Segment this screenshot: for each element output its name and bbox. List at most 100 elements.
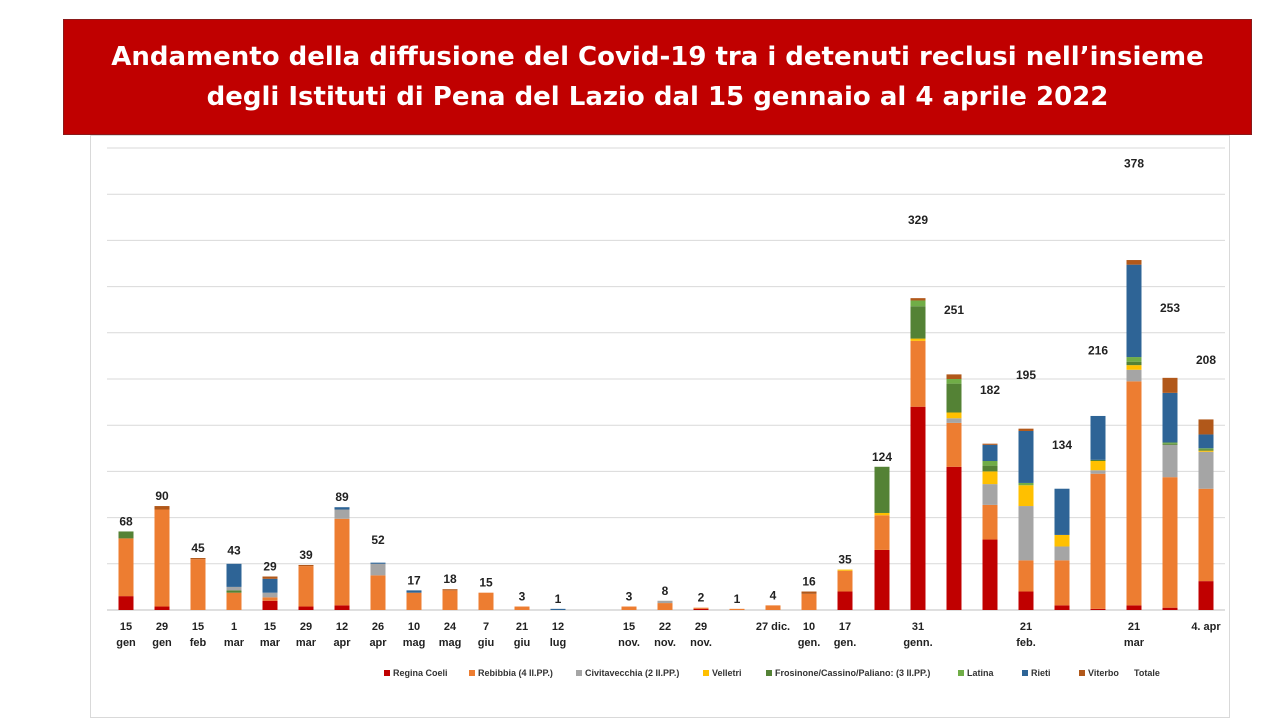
bar-segment-regina-coeli: [1018, 591, 1034, 610]
bar-segment-regina-coeli: [298, 606, 314, 610]
bar-segment-regina-coeli: [262, 600, 278, 610]
bar-segment-civitavecchia-2-ii-pp: [657, 600, 673, 604]
total-label: 1: [734, 592, 741, 606]
x-tick-label: 29: [300, 621, 312, 633]
total-label: 68: [119, 514, 133, 528]
legend-swatch: [384, 670, 390, 676]
bar-segment-civitavecchia-2-ii-pp: [982, 484, 998, 505]
bar-segment-latina: [982, 461, 998, 466]
bar-segment-rebibbia-4-ii-pp: [190, 559, 206, 610]
legend-swatch: [1079, 670, 1085, 676]
bar-segment-velletri: [1090, 461, 1106, 471]
x-tick-label: feb.: [1016, 637, 1036, 649]
x-tick-label: gen.: [798, 637, 821, 649]
legend-label: Rebibbia (4 II.PP.): [478, 668, 553, 678]
bar-segment-velletri: [874, 512, 890, 516]
bar-segment-velletri: [1054, 534, 1070, 547]
bar-segment-civitavecchia-2-ii-pp: [226, 586, 242, 591]
bar-segment-frosinone-cassino-paliano-3-ii-pp: [1162, 443, 1178, 445]
bar-segment-rebibbia-4-ii-pp: [621, 606, 637, 610]
bar-segment-rebibbia-4-ii-pp: [874, 515, 890, 550]
legend-swatch: [958, 670, 964, 676]
bar-segment-rebibbia-4-ii-pp: [801, 593, 817, 610]
legend-label: Regina Coeli: [393, 668, 448, 678]
bar-segment-rebibbia-4-ii-pp: [765, 605, 781, 610]
bar-segment-viterbo: [1126, 260, 1142, 265]
bar-segment-rebibbia-4-ii-pp: [910, 340, 926, 407]
bar-segment-regina-coeli: [910, 406, 926, 610]
x-tick-label: 10: [803, 621, 815, 633]
bar-segment-viterbo: [982, 443, 998, 445]
bar-segment-rebibbia-4-ii-pp: [693, 607, 709, 609]
bar-segment-rieti: [370, 562, 386, 564]
bar-segment-civitavecchia-2-ii-pp: [334, 509, 350, 519]
bar-segment-rebibbia-4-ii-pp: [1018, 560, 1034, 592]
x-tick-label: mag: [439, 637, 462, 649]
bar-segment-rebibbia-4-ii-pp: [1126, 381, 1142, 606]
x-tick-label: 24: [444, 621, 457, 633]
x-tick-label: 31: [912, 621, 924, 633]
bar-segment-rebibbia-4-ii-pp: [514, 606, 530, 610]
total-label: 2: [698, 591, 705, 605]
total-label: 39: [299, 548, 313, 562]
legend-label: Velletri: [712, 668, 742, 678]
bar-segment-viterbo: [1198, 419, 1214, 435]
x-tick-label: 15: [264, 621, 276, 633]
bar-segment-regina-coeli: [1126, 605, 1142, 610]
x-tick-label: mar: [1124, 637, 1145, 649]
bar-segment-regina-coeli: [693, 608, 709, 610]
bar-segment-rieti: [262, 578, 278, 593]
bar-segment-rieti: [226, 563, 242, 587]
bar-segment-regina-coeli: [874, 549, 890, 610]
bar-segment-regina-coeli: [946, 466, 962, 610]
x-tick-label: mar: [296, 637, 317, 649]
bar-segment-velletri: [1126, 365, 1142, 370]
bar-segment-rebibbia-4-ii-pp: [837, 570, 853, 592]
bar-segment-civitavecchia-2-ii-pp: [1090, 470, 1106, 474]
x-tick-label: nov.: [654, 637, 676, 649]
x-tick-label: nov.: [690, 637, 712, 649]
x-tick-label: giu: [514, 637, 531, 649]
bar-segment-velletri: [982, 471, 998, 485]
legend-swatch: [703, 670, 709, 676]
total-label: 378: [1124, 156, 1144, 170]
bar-segment-viterbo: [154, 506, 170, 510]
bar-segment-frosinone-cassino-paliano-3-ii-pp: [874, 466, 890, 513]
total-label: 18: [443, 572, 457, 586]
bar-segment-rebibbia-4-ii-pp: [370, 575, 386, 610]
total-label: 182: [980, 383, 1000, 397]
bar-segment-regina-coeli: [1162, 607, 1178, 610]
bar-segment-rebibbia-4-ii-pp: [478, 592, 494, 610]
x-tick-label: feb: [190, 637, 207, 649]
x-tick-label: apr: [333, 637, 351, 649]
bar-segment-rieti: [1090, 415, 1106, 460]
bar-segment-latina: [946, 379, 962, 384]
x-tick-label: 26: [372, 621, 384, 633]
total-label: 4: [770, 588, 777, 602]
x-tick-label: 15: [623, 621, 635, 633]
bar-segment-velletri: [1018, 485, 1034, 507]
bar-segment-civitavecchia-2-ii-pp: [370, 563, 386, 576]
bar-segment-regina-coeli: [837, 591, 853, 610]
bar-segment-civitavecchia-2-ii-pp: [1198, 451, 1214, 489]
bar-segment-viterbo: [1162, 377, 1178, 393]
bar-segment-frosinone-cassino-paliano-3-ii-pp: [118, 531, 134, 539]
bar-segment-viterbo: [801, 591, 817, 594]
x-tick-label: gen: [116, 637, 136, 649]
bar-segment-rieti: [1126, 264, 1142, 358]
legend-label: Rieti: [1031, 668, 1051, 678]
x-tick-label: 21: [1128, 621, 1140, 633]
bar-segment-viterbo: [442, 589, 458, 591]
bar-segment-rebibbia-4-ii-pp: [226, 592, 242, 610]
total-label: 195: [1016, 368, 1036, 382]
x-tick-label: 29: [156, 621, 168, 633]
x-tick-label: 21: [516, 621, 528, 633]
bar-segment-rieti: [1054, 488, 1070, 535]
bar-segment-frosinone-cassino-paliano-3-ii-pp: [1198, 449, 1214, 451]
bar-segment-rebibbia-4-ii-pp: [1054, 560, 1070, 606]
legend-swatch: [469, 670, 475, 676]
x-tick-label: 21: [1020, 621, 1032, 633]
bar-segment-rebibbia-4-ii-pp: [1198, 488, 1214, 582]
chart-frame: [90, 135, 1230, 718]
total-label: 35: [838, 553, 852, 567]
